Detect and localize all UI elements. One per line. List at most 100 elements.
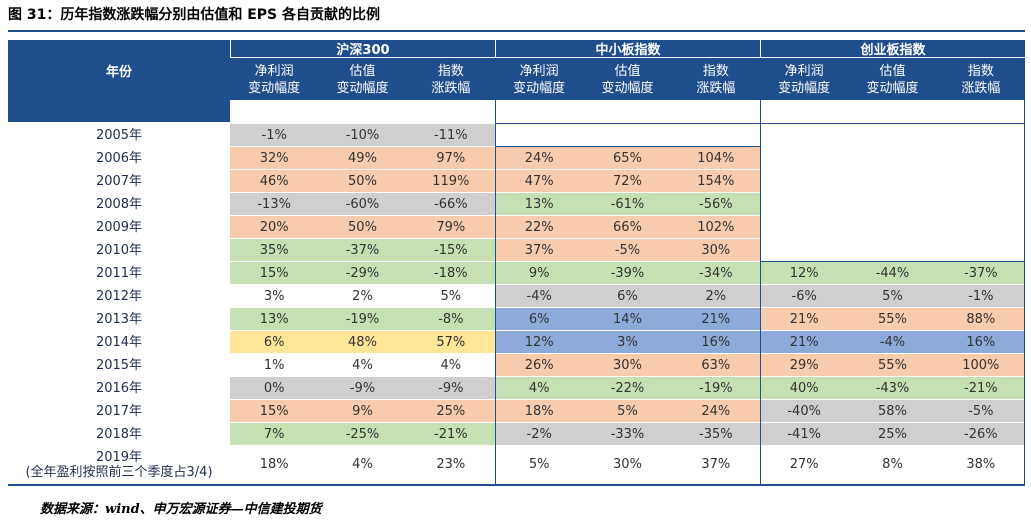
value-cell: 24% xyxy=(495,147,584,170)
value-cell: 9% xyxy=(318,400,407,423)
value-cell: 4% xyxy=(318,446,407,483)
subheader-line: 净利润 xyxy=(254,63,294,79)
title-rule xyxy=(8,30,1025,32)
subheader-line: 指数 xyxy=(702,63,729,79)
value-cell: -40% xyxy=(760,400,849,423)
subheader-line: 涨跌幅 xyxy=(431,80,471,96)
value-cell: 119% xyxy=(406,170,495,193)
year-cell: 2012年 xyxy=(8,285,230,308)
value-cell: 7% xyxy=(230,423,319,446)
value-cell: 72% xyxy=(583,170,672,193)
year: 2005年 xyxy=(95,128,143,143)
group-header: 中小板指数 xyxy=(495,40,760,58)
year: 2012年 xyxy=(95,289,143,304)
subheader: 估值 变动幅度 xyxy=(848,59,936,100)
value-cell: 16% xyxy=(671,331,760,354)
year: 2016年 xyxy=(95,381,143,396)
value-cell: 9% xyxy=(495,262,584,285)
value-cell: -1% xyxy=(230,124,319,147)
year-cell: 2007年 xyxy=(8,170,230,193)
value-cell: -5% xyxy=(936,400,1025,423)
value-cell: 154% xyxy=(671,170,760,193)
subheader: 净利润 变动幅度 xyxy=(230,59,318,100)
value-cell: 32% xyxy=(230,147,319,170)
value-cell: -39% xyxy=(583,262,672,285)
value-cell: 65% xyxy=(583,147,672,170)
value-cell: -37% xyxy=(936,262,1025,285)
value-cell: -35% xyxy=(671,423,760,446)
value-cell: 12% xyxy=(760,262,849,285)
value-cell: 25% xyxy=(848,423,937,446)
value-cell: -22% xyxy=(583,377,672,400)
value-cell: 97% xyxy=(406,147,495,170)
value-cell: -66% xyxy=(406,193,495,216)
subheader: 估值 变动幅度 xyxy=(583,59,671,100)
subheader-line: 估值 xyxy=(614,63,641,79)
value-cell: -10% xyxy=(318,124,407,147)
year: 2007年 xyxy=(95,174,143,189)
year-cell: 2013年 xyxy=(8,308,230,331)
value-cell: 3% xyxy=(230,285,319,308)
year-cell: 2009年 xyxy=(8,216,230,239)
year-cell: 2018年 xyxy=(8,423,230,446)
value-cell: 16% xyxy=(936,331,1025,354)
group-box-top xyxy=(760,123,1025,124)
value-cell: -15% xyxy=(406,239,495,262)
value-cell: 15% xyxy=(230,262,319,285)
value-cell: 20% xyxy=(230,216,319,239)
value-cell: 4% xyxy=(495,377,584,400)
value-cell: -11% xyxy=(406,124,495,147)
value-cell: 22% xyxy=(495,216,584,239)
value-cell: 2% xyxy=(671,285,760,308)
value-cell: 14% xyxy=(583,308,672,331)
year-cell: 2006年 xyxy=(8,147,230,170)
value-cell: 18% xyxy=(495,400,584,423)
value-cell: 24% xyxy=(671,400,760,423)
value-cell: -26% xyxy=(936,423,1025,446)
subheader-line: 指数 xyxy=(437,63,464,79)
value-cell: 6% xyxy=(230,331,319,354)
value-cell: 21% xyxy=(760,331,849,354)
value-cell: 23% xyxy=(406,446,495,483)
value-cell: 49% xyxy=(318,147,407,170)
year-cell: 2011年 xyxy=(8,262,230,285)
year-cell: 2008年 xyxy=(8,193,230,216)
subheader: 净利润 变动幅度 xyxy=(495,59,583,100)
value-cell: 12% xyxy=(495,331,584,354)
subheader-line: 变动幅度 xyxy=(866,80,919,96)
year-cell: 2016年 xyxy=(8,377,230,400)
year: 2019年 xyxy=(95,449,143,465)
value-cell: -9% xyxy=(318,377,407,400)
value-cell: -41% xyxy=(760,423,849,446)
value-cell: 37% xyxy=(495,239,584,262)
value-cell: 26% xyxy=(495,354,584,377)
year: 2015年 xyxy=(95,358,143,373)
value-cell: 55% xyxy=(848,308,937,331)
value-cell: 15% xyxy=(230,400,319,423)
value-cell: 29% xyxy=(760,354,849,377)
value-cell: 5% xyxy=(495,446,584,483)
group-header: 沪深300 xyxy=(230,40,495,58)
value-cell: 4% xyxy=(406,354,495,377)
year: 2014年 xyxy=(95,335,143,350)
subheader-line: 变动幅度 xyxy=(601,80,654,96)
value-cell: 6% xyxy=(495,308,584,331)
subheader-line: 净利润 xyxy=(519,63,559,79)
value-cell: -4% xyxy=(848,331,937,354)
value-cell: 27% xyxy=(760,446,849,483)
subheader-line: 变动幅度 xyxy=(336,80,389,96)
subheader: 指数 涨跌幅 xyxy=(407,59,495,100)
value-cell: -6% xyxy=(760,285,849,308)
value-cell: -9% xyxy=(406,377,495,400)
value-cell: 50% xyxy=(318,170,407,193)
group-divider xyxy=(760,100,761,484)
value-cell: -19% xyxy=(318,308,407,331)
subheader-line: 指数 xyxy=(967,63,994,79)
year-cell: 2015年 xyxy=(8,354,230,377)
value-cell: 46% xyxy=(230,170,319,193)
value-cell: 3% xyxy=(583,331,672,354)
value-cell: -4% xyxy=(495,285,584,308)
value-cell: -19% xyxy=(671,377,760,400)
value-cell: 8% xyxy=(848,446,937,483)
value-cell: 37% xyxy=(671,446,760,483)
